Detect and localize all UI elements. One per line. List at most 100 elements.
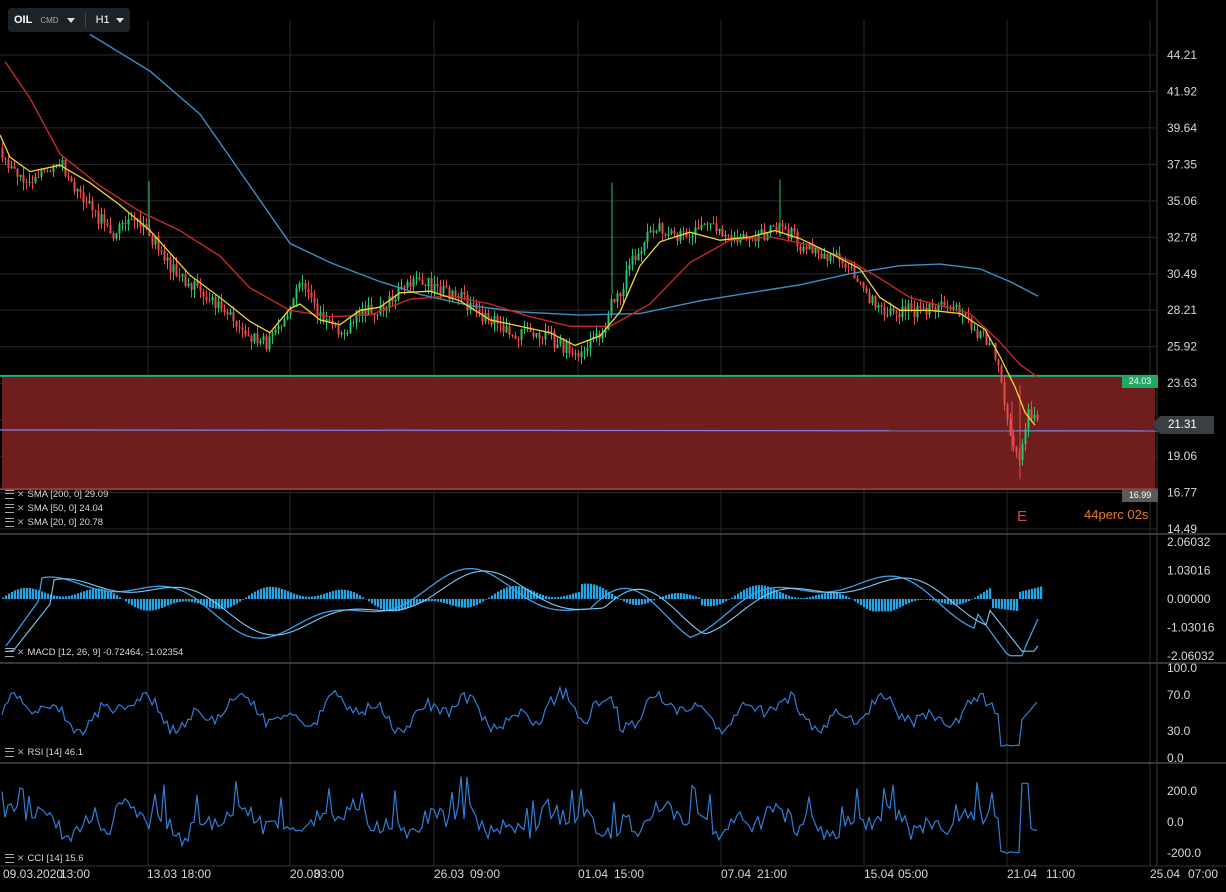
macd-bar — [584, 583, 587, 599]
indicator-label-macd[interactable]: ✕ MACD [12, 26, 9] -0.72464, -1.02354 — [5, 647, 183, 658]
candle-body — [928, 303, 931, 315]
candle-body — [892, 308, 895, 312]
macd-bar — [374, 599, 377, 606]
macd-bar — [263, 587, 266, 599]
menu-icon[interactable] — [5, 518, 14, 527]
price-axis-tick-label: 23.63 — [1167, 376, 1197, 390]
macd-bar — [269, 586, 272, 599]
candle-body — [487, 313, 490, 320]
macd-bar — [743, 589, 746, 599]
event-marker[interactable]: E — [1017, 508, 1028, 525]
close-icon[interactable]: ✕ — [17, 489, 25, 499]
macd-bar — [638, 599, 641, 605]
macd-bar — [20, 588, 23, 599]
candle-body — [88, 200, 91, 204]
candle-body — [226, 312, 229, 315]
candle-body — [790, 227, 793, 239]
macd-bar — [581, 583, 584, 599]
candle-body — [340, 333, 343, 335]
candle-body — [97, 211, 100, 224]
candle-body — [61, 159, 64, 166]
candle-body — [769, 225, 772, 234]
menu-icon[interactable] — [5, 490, 14, 499]
candle-body — [907, 303, 910, 312]
close-icon[interactable]: ✕ — [17, 647, 25, 657]
macd-bar — [119, 597, 122, 599]
macd-bar — [326, 592, 329, 599]
menu-icon[interactable] — [5, 504, 14, 513]
candle-body — [622, 289, 625, 297]
macd-bar — [17, 589, 20, 599]
candle-body — [880, 305, 883, 307]
candle-body — [112, 233, 115, 239]
candle-body — [823, 253, 826, 259]
close-icon[interactable]: ✕ — [17, 517, 25, 527]
macd-bar — [1001, 599, 1004, 610]
candle-body — [346, 333, 349, 335]
candle-body — [835, 252, 838, 257]
menu-icon[interactable] — [5, 648, 14, 657]
macd-bar — [686, 594, 689, 599]
candle-body — [463, 291, 466, 295]
macd-bar — [164, 599, 167, 607]
macd-bar — [680, 593, 683, 599]
macd-bar — [152, 599, 155, 611]
macd-bar — [476, 599, 479, 605]
indicator-label-sma50[interactable]: ✕ SMA [50, 0] 24.04 — [5, 503, 103, 514]
macd-bar — [35, 589, 38, 599]
candle-body — [883, 306, 886, 316]
candle-body — [82, 192, 85, 203]
symbol-selector[interactable]: OIL CMD — [14, 14, 75, 26]
macd-bar — [272, 586, 275, 599]
candle-body — [253, 333, 256, 342]
candle-body — [76, 188, 79, 192]
candle-body — [937, 304, 940, 312]
macd-bar — [32, 588, 35, 599]
candle-body — [436, 283, 439, 287]
macd-bar — [353, 592, 356, 599]
candle-body — [877, 305, 880, 308]
candle-body — [295, 288, 298, 299]
candle-body — [691, 234, 694, 237]
close-icon[interactable]: ✕ — [17, 503, 25, 513]
macd-bar — [8, 593, 11, 599]
macd-bar — [866, 599, 869, 609]
macd-bar — [599, 586, 602, 599]
indicator-label-cci[interactable]: ✕ CCI [14] 15.6 — [5, 853, 84, 864]
macd-bar — [149, 599, 152, 611]
candle-body — [628, 264, 631, 270]
sma50-line — [4, 61, 1039, 378]
macd-bar — [914, 599, 917, 601]
close-icon[interactable]: ✕ — [17, 747, 25, 757]
candle-body — [1033, 414, 1036, 419]
candle-body — [154, 236, 157, 245]
candle-body — [196, 281, 199, 286]
candle-body — [442, 285, 445, 294]
macd-bar — [203, 599, 206, 606]
candle-body — [352, 322, 355, 324]
indicator-label-sma200[interactable]: ✕ SMA [200, 0] 29.09 — [5, 489, 108, 500]
macd-bar — [941, 599, 944, 603]
macd-bar — [95, 588, 98, 599]
macd-axis-tick-label: 1.03016 — [1167, 564, 1211, 578]
menu-icon[interactable] — [5, 748, 14, 757]
candle-body — [745, 234, 748, 239]
macd-bar — [767, 586, 770, 599]
macd-bar — [809, 596, 812, 599]
time-axis-tick-label: 09:00 — [470, 867, 500, 881]
chevron-down-icon — [66, 17, 75, 23]
close-icon[interactable]: ✕ — [17, 853, 25, 863]
menu-icon[interactable] — [5, 854, 14, 863]
macd-bar — [431, 599, 434, 602]
candle-body — [466, 294, 469, 311]
indicator-label-sma20[interactable]: ✕ SMA [20, 0] 20.78 — [5, 517, 103, 528]
timeframe-selector[interactable]: H1 — [96, 14, 124, 26]
candle-body — [445, 285, 448, 288]
indicator-label-rsi[interactable]: ✕ RSI [14] 46.1 — [5, 747, 83, 758]
macd-bar — [551, 597, 554, 599]
candle-body — [970, 317, 973, 330]
candle-body — [268, 336, 271, 350]
macd-bar — [134, 599, 137, 608]
macd-bar — [242, 599, 245, 600]
